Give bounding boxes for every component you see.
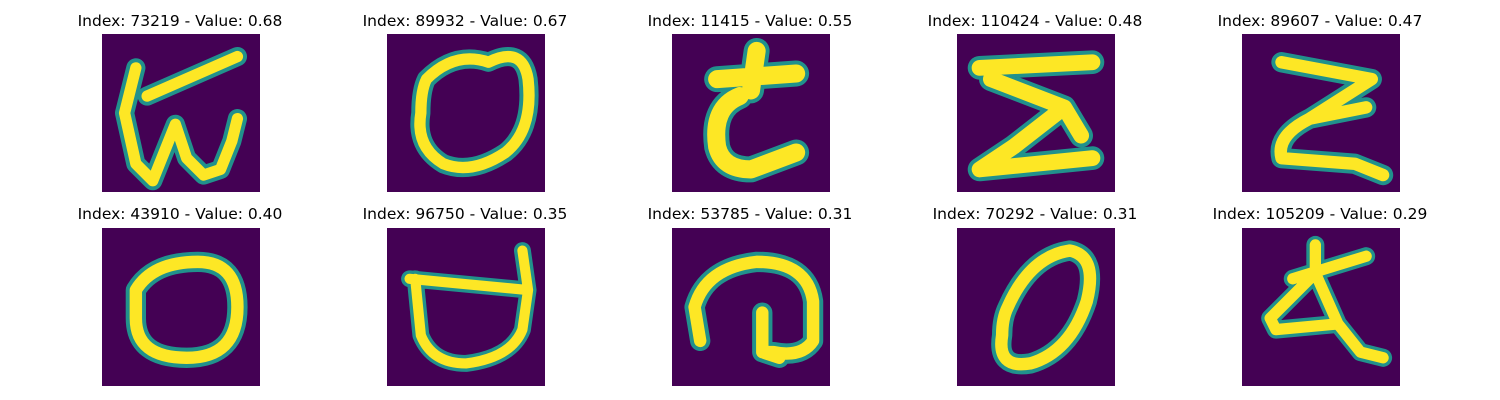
glyph-image xyxy=(102,228,260,386)
glyph-image xyxy=(387,34,545,192)
panel-title: Index: 105209 - Value: 0.29 xyxy=(1212,205,1428,223)
glyph-image xyxy=(387,228,545,386)
panel-title: Index: 110424 - Value: 0.48 xyxy=(927,12,1143,30)
panel-title: Index: 89607 - Value: 0.47 xyxy=(1217,12,1423,30)
glyph-image xyxy=(957,228,1115,386)
glyph-strokes xyxy=(1261,235,1393,367)
panel-title: Index: 96750 - Value: 0.35 xyxy=(362,205,568,223)
panel-title: Index: 43910 - Value: 0.40 xyxy=(77,205,283,223)
glyph-image xyxy=(672,34,830,192)
glyph-strokes xyxy=(1270,52,1394,186)
glyph-strokes xyxy=(114,46,248,191)
glyph-image xyxy=(957,34,1115,192)
panel-title: Index: 11415 - Value: 0.55 xyxy=(647,12,853,30)
glyph-strokes xyxy=(401,242,537,372)
panel-title: Index: 70292 - Value: 0.31 xyxy=(932,205,1138,223)
glyph-strokes xyxy=(967,50,1105,182)
panel-title: Index: 53785 - Value: 0.31 xyxy=(647,205,853,223)
glyph-image xyxy=(1242,228,1400,386)
glyph-strokes xyxy=(125,251,248,368)
glyph-strokes xyxy=(684,251,824,368)
glyph-image xyxy=(102,34,260,192)
glyph-image xyxy=(1242,34,1400,192)
panel-title: Index: 89932 - Value: 0.67 xyxy=(362,12,568,30)
panel-title: Index: 73219 - Value: 0.68 xyxy=(77,12,283,30)
glyph-strokes xyxy=(991,240,1101,375)
glyph-strokes xyxy=(410,47,539,178)
glyph-image xyxy=(672,228,830,386)
glyph-strokes xyxy=(703,37,810,183)
